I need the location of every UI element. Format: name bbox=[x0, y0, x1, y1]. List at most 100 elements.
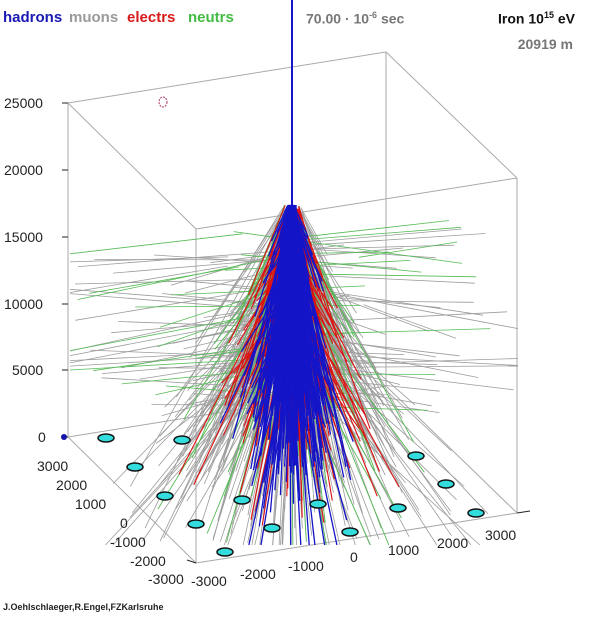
x-tick-label: 1000 bbox=[388, 542, 420, 558]
time-value: 70.00 bbox=[306, 10, 342, 27]
particle-track bbox=[294, 209, 309, 237]
particle-shower bbox=[69, 204, 519, 546]
y-tick-label: -2000 bbox=[130, 553, 166, 569]
particle-track bbox=[329, 275, 475, 284]
particle-track bbox=[130, 208, 286, 487]
detector-station bbox=[97, 433, 115, 443]
detector-station bbox=[341, 527, 359, 537]
particle-track bbox=[325, 291, 519, 329]
particle-track bbox=[189, 207, 284, 358]
particle-track bbox=[256, 204, 291, 368]
particle-track bbox=[75, 288, 263, 321]
z-tick-label: 5000 bbox=[12, 362, 44, 378]
x-tick-label: 3000 bbox=[485, 527, 517, 543]
time-unit: sec bbox=[380, 10, 405, 27]
particle-track bbox=[358, 241, 458, 258]
z-tick-label: 0 bbox=[38, 429, 46, 445]
particle-track bbox=[159, 292, 267, 328]
z-tick-label: 25000 bbox=[4, 95, 43, 111]
x-tick-label: 0 bbox=[350, 549, 358, 565]
detector-station bbox=[173, 435, 191, 445]
particle-track bbox=[293, 214, 321, 289]
detector-station bbox=[263, 523, 281, 533]
particle-track bbox=[288, 204, 322, 421]
height-readout: 20919 m bbox=[517, 36, 573, 52]
marker-ring bbox=[158, 96, 168, 108]
particle-track bbox=[183, 249, 282, 420]
detector-station bbox=[309, 499, 327, 509]
y-tick-label: -1000 bbox=[110, 534, 146, 550]
y-tick-label: 0 bbox=[120, 515, 128, 531]
particle-track bbox=[337, 300, 474, 303]
primary-energy-unit: eV bbox=[557, 10, 575, 27]
particle-track bbox=[363, 304, 457, 339]
particle-track bbox=[291, 204, 320, 364]
time-prefix: · 10 bbox=[344, 10, 370, 27]
primary-label: Iron 1015 eV bbox=[498, 10, 575, 27]
legend-hadrons: hadrons bbox=[3, 9, 63, 26]
z-tick-label: 15000 bbox=[4, 229, 43, 245]
particle-track bbox=[307, 226, 461, 240]
detector-station bbox=[389, 503, 407, 513]
particle-track bbox=[94, 258, 298, 261]
legend-muons: muons bbox=[69, 9, 119, 26]
particle-track bbox=[69, 311, 245, 352]
origin-dot bbox=[61, 434, 67, 440]
detector-station bbox=[437, 479, 455, 489]
z-tick-label: 20000 bbox=[4, 162, 43, 178]
particle-track bbox=[347, 311, 508, 321]
detector-station bbox=[467, 508, 485, 518]
detector-station bbox=[126, 462, 144, 472]
particle-track bbox=[296, 215, 305, 258]
particle-track bbox=[69, 265, 228, 293]
particle-track bbox=[305, 328, 491, 335]
particle-track bbox=[291, 220, 450, 239]
x-tick-label: -1000 bbox=[288, 558, 324, 574]
y-tick-label: 2000 bbox=[56, 477, 88, 493]
y-tick-label: 1000 bbox=[75, 496, 107, 512]
particle-track bbox=[157, 305, 273, 348]
x-tick-label: -2000 bbox=[240, 566, 276, 582]
particle-track bbox=[252, 204, 289, 418]
particle-track bbox=[69, 256, 229, 263]
detector-station bbox=[216, 547, 234, 557]
x-tick-label: 2000 bbox=[437, 535, 469, 551]
detector-station bbox=[187, 519, 205, 529]
x-tick-label: -3000 bbox=[191, 573, 227, 589]
y-tick-label: -3000 bbox=[148, 571, 184, 587]
legend-electrons: electrs bbox=[127, 9, 176, 26]
particle-track bbox=[288, 204, 321, 478]
particle-track bbox=[135, 305, 361, 308]
particle-track bbox=[301, 312, 452, 451]
particle-track bbox=[89, 266, 240, 294]
particle-track bbox=[270, 204, 291, 421]
particle-track bbox=[77, 258, 273, 300]
credit-line: J.Oehlschlaeger,R.Engel,FZKarlsruhe bbox=[3, 602, 164, 612]
particle-track bbox=[299, 208, 357, 351]
particle-track bbox=[297, 295, 397, 468]
particle-track bbox=[69, 317, 245, 351]
particle-track bbox=[298, 273, 477, 278]
particle-track bbox=[297, 208, 324, 278]
particle-track bbox=[291, 204, 324, 424]
particle-track bbox=[299, 305, 425, 473]
legend-neutrons: neutrs bbox=[188, 9, 234, 26]
y-tick-label: 3000 bbox=[37, 458, 69, 474]
particle-track bbox=[243, 213, 283, 273]
particle-track bbox=[69, 325, 227, 356]
primary-particle: Iron bbox=[498, 10, 525, 27]
particle-track bbox=[264, 204, 291, 432]
particle-track bbox=[247, 205, 286, 296]
detector-station bbox=[233, 495, 251, 505]
primary-energy-base: 10 bbox=[528, 10, 544, 27]
z-tick-label: 10000 bbox=[4, 296, 43, 312]
particle-track bbox=[113, 259, 270, 274]
ground-detectors bbox=[97, 433, 485, 557]
particle-track bbox=[69, 233, 243, 255]
particle-track bbox=[270, 206, 288, 242]
particle-track bbox=[300, 207, 328, 255]
particle-track bbox=[201, 218, 284, 335]
particle-track bbox=[227, 239, 287, 406]
particle-track bbox=[253, 217, 285, 304]
particle-track bbox=[292, 204, 325, 367]
